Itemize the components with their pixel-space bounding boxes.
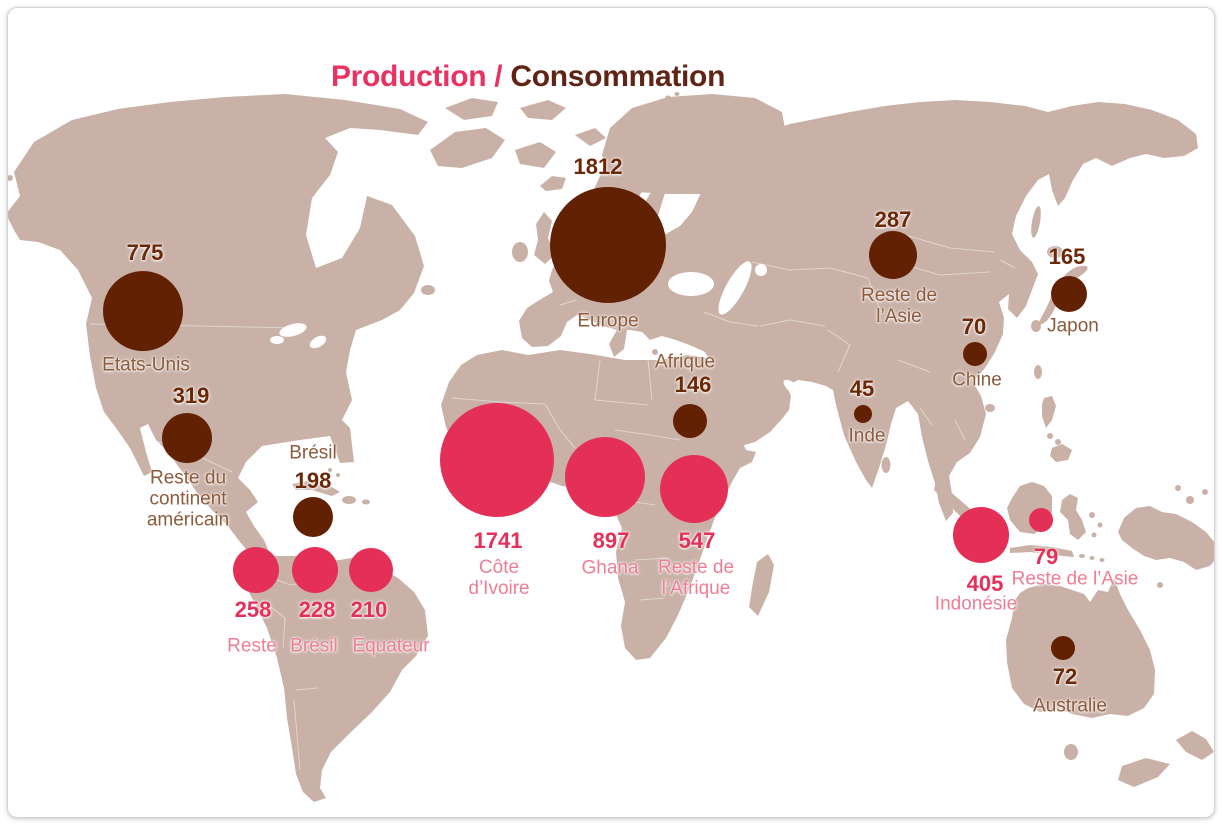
production-circle-bresil <box>292 547 338 593</box>
island-hokkaido <box>1047 246 1063 258</box>
production-circle-indonesie <box>953 507 1009 563</box>
label-ghana: Ghana <box>581 557 639 579</box>
label-reste-continent-americain: Reste du continent américain <box>146 467 230 531</box>
label-europe: Europe <box>577 310 639 332</box>
island-honshu <box>1038 265 1088 325</box>
consumption-circle-etats-unis <box>103 271 183 351</box>
production-circle-reste-afrique <box>660 455 728 523</box>
label-equateur: Equateur <box>352 635 430 657</box>
title-production: Production <box>330 60 487 93</box>
continent-australia <box>1006 578 1155 718</box>
island-uk <box>534 212 555 264</box>
persian-gulf <box>783 379 805 399</box>
inland-seas <box>270 261 805 399</box>
island-madagascar <box>749 554 774 616</box>
value-indonesie: 405 <box>966 571 1004 596</box>
continent-south-america <box>241 556 428 802</box>
island-sulawesi <box>1060 494 1086 540</box>
consumption-circle-reste-continent-americain <box>162 413 212 463</box>
label-australie: Australie <box>1033 695 1107 717</box>
value-reste-asie-production: 79 <box>1033 544 1059 569</box>
value-reste-afrique: 547 <box>678 528 716 553</box>
label-cote-divoire: Côte d’Ivoire <box>468 557 530 599</box>
value-ghana: 897 <box>592 528 630 553</box>
continent-north-america <box>8 94 428 564</box>
consumption-circle-reste-asie <box>869 231 917 279</box>
production-circle-reste-asie <box>1029 508 1053 532</box>
title-consommation: Consommation <box>510 60 726 93</box>
consumption-circle-australie <box>1051 636 1075 660</box>
value-etats-unis: 775 <box>126 240 164 265</box>
value-bresil-production: 228 <box>298 597 336 622</box>
island-new-zealand-south <box>1118 758 1170 787</box>
value-reste-continent-americain: 319 <box>172 383 210 408</box>
consumption-circle-chine <box>963 342 987 366</box>
island-java <box>1010 545 1074 557</box>
label-bresil-consommation: Brésil <box>289 442 337 464</box>
label-japon: Japon <box>1047 315 1099 337</box>
value-chine: 70 <box>961 314 987 339</box>
production-circle-equateur <box>349 548 393 592</box>
value-cote-divoire: 1741 <box>473 528 523 553</box>
production-circle-ghana <box>565 437 645 517</box>
value-australie: 72 <box>1052 664 1078 689</box>
label-indonesie: Indonésie <box>934 593 1018 615</box>
value-afrique: 146 <box>674 372 712 397</box>
continent-eurasia <box>519 100 1198 521</box>
island-new-zealand-north <box>1176 731 1214 760</box>
label-inde: Inde <box>848 425 886 447</box>
consumption-circle-japon <box>1051 276 1087 312</box>
value-bresil-consommation: 198 <box>294 468 332 493</box>
label-chine: Chine <box>952 369 1002 391</box>
title-separator: / <box>486 60 511 93</box>
value-japon: 165 <box>1048 244 1086 269</box>
label-bresil-production: Brésil <box>290 635 338 657</box>
label-etats-unis: Etats-Unis <box>102 354 190 376</box>
value-reste-asie-consommation: 287 <box>874 207 912 232</box>
label-reste-amerique-sud: Reste <box>227 635 277 657</box>
value-reste-amerique-sud: 258 <box>234 597 272 622</box>
label-afrique: Afrique <box>654 351 716 373</box>
infographic-card: Production / Consommation 1812 Europe 77… <box>7 7 1215 818</box>
black-sea <box>668 272 714 296</box>
consumption-circle-inde <box>854 405 872 423</box>
consumption-circle-afrique <box>673 404 707 438</box>
label-reste-asie-consommation: Reste de l’Asie <box>860 285 938 327</box>
island-new-guinea <box>1118 506 1214 570</box>
production-circle-cote-divoire <box>440 403 554 517</box>
consumption-circle-bresil <box>293 497 333 537</box>
value-equateur: 210 <box>350 597 388 622</box>
production-circle-reste-amerique-sud <box>233 547 279 593</box>
map-stage: Production / Consommation 1812 Europe 77… <box>8 8 1214 817</box>
caspian-sea <box>718 261 752 315</box>
chart-title: Production / Consommation <box>8 26 1040 94</box>
label-reste-afrique: Reste de l’Afrique <box>657 557 735 599</box>
value-europe: 1812 <box>573 154 623 179</box>
island-tasmania <box>1064 744 1078 760</box>
value-inde: 45 <box>849 376 875 401</box>
consumption-circle-europe <box>550 187 666 303</box>
label-reste-asie-production: Reste de l’Asie <box>1011 568 1139 590</box>
